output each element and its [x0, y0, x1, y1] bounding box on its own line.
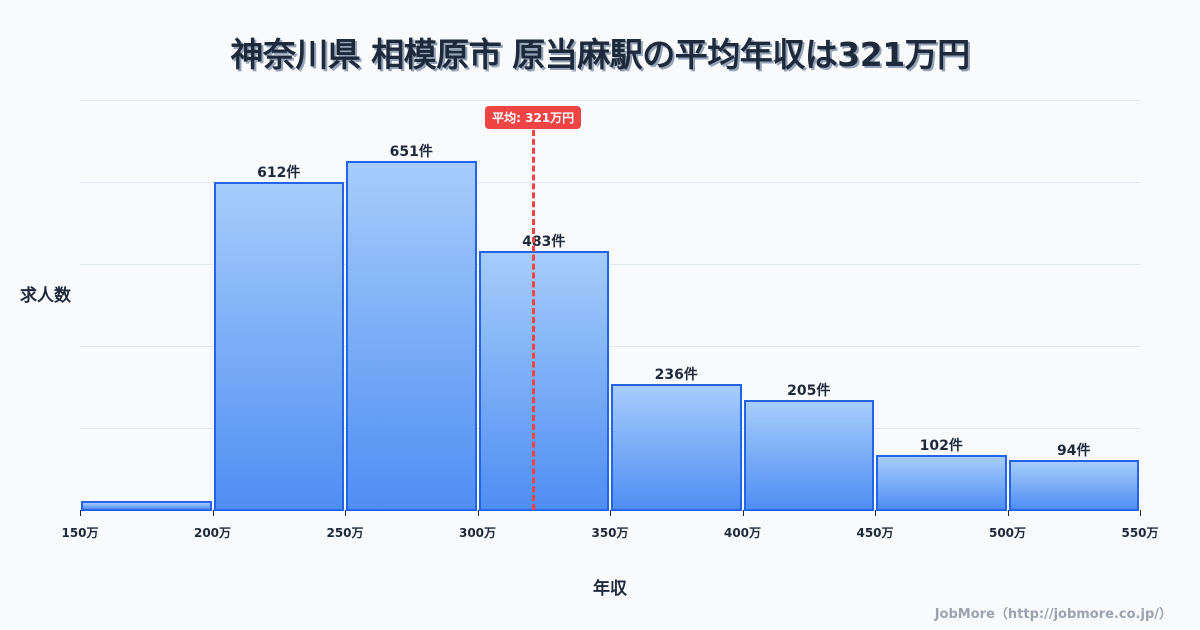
x-axis-tick — [212, 510, 214, 516]
bar-value-label: 102件 — [919, 438, 963, 455]
x-tick-label: 200万 — [193, 526, 232, 540]
gridline — [80, 346, 1140, 347]
histogram-bar — [611, 383, 742, 511]
bar-value-label: 483件 — [522, 234, 566, 251]
x-axis-tick — [80, 510, 81, 516]
x-axis-tick — [1140, 510, 1141, 516]
gridline — [80, 100, 1140, 101]
x-tick-label: 150万 — [61, 526, 99, 540]
x-tick-label: 350万 — [591, 526, 629, 540]
x-tick-label: 300万 — [458, 526, 497, 540]
x-tick-label: 550万 — [1121, 526, 1159, 540]
x-axis-label: 年収 — [593, 579, 627, 599]
y-axis-label: 求人数 — [20, 286, 71, 306]
x-axis-tick — [345, 510, 346, 516]
histogram-bar — [876, 455, 1007, 511]
x-tick-label: 450万 — [856, 526, 894, 540]
mean-marker-line — [531, 130, 535, 510]
x-tick-label: 250万 — [326, 526, 364, 540]
gridline — [80, 428, 1140, 429]
mean-badge: 平均: 321万円 — [485, 106, 582, 129]
bar-value-label: 205件 — [787, 383, 831, 400]
source-credit: JobMore（http://jobmore.co.jp/） — [934, 607, 1172, 622]
histogram-bar — [81, 500, 212, 511]
bar-value-label: 651件 — [389, 144, 433, 161]
x-axis-tick — [610, 510, 611, 516]
histogram-bar — [1008, 459, 1139, 511]
chart-title: 神奈川県 相模原市 原当麻駅の平均年収は321万円 — [230, 35, 970, 74]
histogram-bar — [346, 161, 477, 511]
x-axis-tick — [742, 510, 744, 516]
histogram-bar — [743, 400, 874, 511]
gridline — [80, 182, 1140, 183]
gridline — [80, 264, 1140, 265]
histogram-bar — [478, 251, 609, 511]
x-tick-label: 400万 — [723, 526, 762, 540]
x-axis-tick — [1007, 510, 1009, 516]
x-tick-label: 500万 — [988, 526, 1027, 540]
histogram-bar — [213, 182, 344, 511]
bar-value-label: 236件 — [654, 366, 698, 383]
bar-value-label: 94件 — [1057, 442, 1091, 459]
bar-value-label: 612件 — [257, 165, 301, 181]
x-axis-tick — [477, 510, 479, 516]
x-axis-tick — [875, 510, 876, 516]
